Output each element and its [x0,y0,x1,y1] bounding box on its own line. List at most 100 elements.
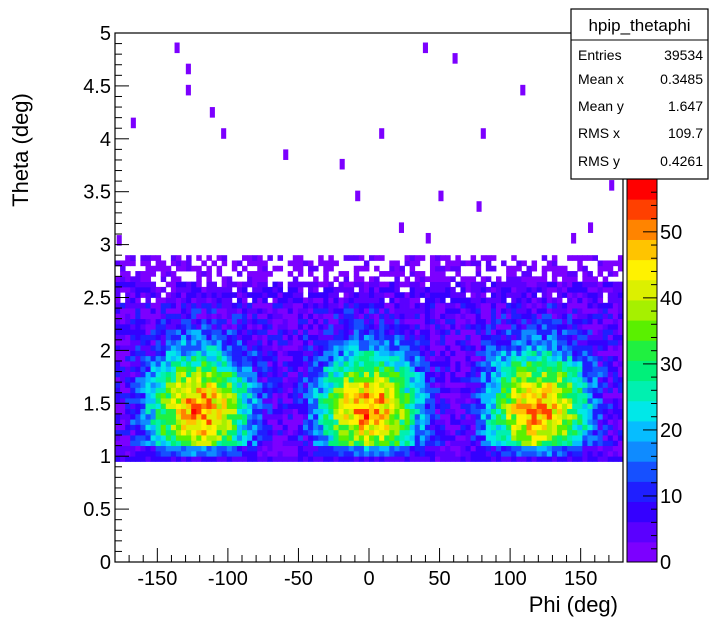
heatmap-cell [435,450,441,457]
heatmap-cell [429,450,436,457]
heatmap-cell [206,339,212,346]
heatmap-cell [155,366,162,372]
heatmap-cell [206,403,212,409]
heatmap-cell [211,308,217,314]
heatmap-cell [496,334,502,341]
heatmap-cell [394,329,400,335]
heatmap-cell [170,271,177,277]
heatmap-cell [206,255,212,261]
heatmap-cell [323,281,329,288]
heatmap-cell [546,350,553,357]
heatmap-cell [247,313,253,320]
heatmap-cell [485,302,492,309]
heatmap-cell [445,445,451,452]
heatmap-cell [465,318,471,325]
heatmap-cell [465,456,471,462]
heatmap-cell [125,435,131,441]
heatmap-cell [186,429,192,436]
heatmap-cell [338,440,344,447]
heatmap-cell [211,292,217,298]
x-tick-label: 0 [363,568,374,590]
heatmap-cell [485,286,492,293]
heatmap-cell [617,403,624,409]
heatmap-cell [272,339,278,346]
heatmap-cell [409,260,416,267]
heatmap-cell [155,313,162,320]
heatmap-cell [338,308,344,314]
heatmap-cell [587,419,593,425]
heatmap-cell [429,334,436,341]
heatmap-cell [308,302,314,309]
heatmap-cell [409,445,416,452]
heatmap-cell [333,408,339,415]
heatmap-cell [455,355,461,362]
heatmap-cell [567,339,573,346]
heatmap-cell [536,313,543,320]
heatmap-cell [541,413,548,420]
heatmap-cell [292,366,299,372]
heatmap-cell [470,371,477,378]
heatmap-cell [607,450,614,457]
heatmap-cell [546,308,553,314]
heatmap-cell [546,260,553,267]
heatmap-cell [582,435,588,441]
heatmap-cell [531,286,538,293]
heatmap-cell [231,329,238,335]
heatmap-cell [379,329,385,335]
heatmap-cell [242,398,248,404]
heatmap-cell [597,371,604,378]
heatmap-cell [216,387,223,394]
heatmap-cell [358,323,365,330]
heatmap-cell [257,456,263,462]
heatmap-cell [135,345,141,351]
heatmap-cell [612,308,619,314]
heatmap-cell [358,360,365,367]
heatmap-cell [211,334,217,341]
heatmap-cell [490,286,497,293]
heatmap-cell [450,350,456,357]
heatmap-cell [384,345,390,351]
heatmap-cell [170,297,177,304]
heatmap-cell [262,271,268,277]
heatmap-cell [511,276,517,283]
heatmap-cell [409,281,416,288]
heatmap-cell [572,255,578,261]
heatmap-cell [165,334,172,341]
x-tick-label: 150 [564,568,597,590]
heatmap-cell [242,382,248,388]
heatmap-cell [475,445,482,452]
heatmap-cell [516,382,522,388]
heatmap-cell [318,382,324,388]
heatmap-cell [541,271,548,277]
heatmap-cell [516,276,522,283]
heatmap-cell [389,265,395,272]
heatmap-cell [196,297,202,304]
y-tick-label: 2.5 [83,288,111,310]
heatmap-cell [155,308,162,314]
heatmap-cell [181,450,187,457]
heatmap-cell [536,450,543,457]
heatmap-cell [419,329,426,335]
heatmap-cell [145,297,151,304]
heatmap-cell [186,334,192,341]
heatmap-cell [384,429,390,436]
heatmap-cell [328,435,334,441]
heatmap-cell [236,302,243,309]
heatmap-cell [501,360,507,367]
heatmap-cell [313,345,319,351]
heatmap-cell [546,408,553,415]
heatmap-cell [247,408,253,415]
heatmap-cell [277,456,284,462]
heatmap-cell [272,292,278,298]
heatmap-cell [511,360,517,367]
heatmap-cell [211,286,217,293]
heatmap-cell [485,413,492,420]
heatmap-cell [247,281,253,288]
heatmap-cell [435,366,441,372]
heatmap-cell [511,334,517,341]
heatmap-cell [450,355,456,362]
sparse-point [425,232,431,244]
heatmap-cell [338,435,344,441]
heatmap-cell [221,371,228,378]
heatmap-cell [567,276,573,283]
